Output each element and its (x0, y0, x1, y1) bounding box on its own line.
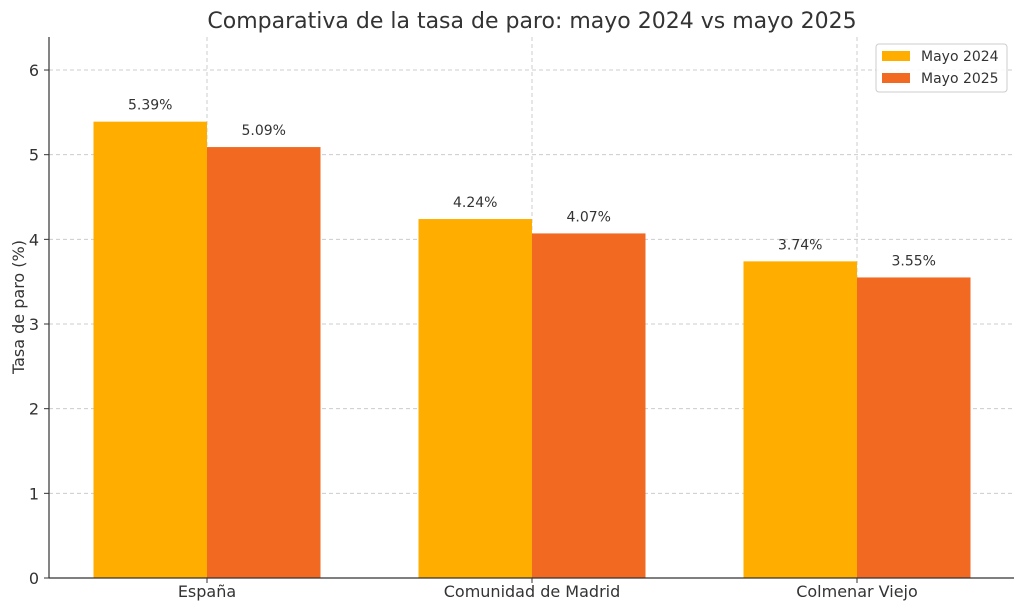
bars: 5.39% 5.09% 4.24% 4.07% 3.74% 3.55% (93, 98, 971, 578)
y-tick-label: 5 (29, 146, 39, 165)
legend-label-2024: Mayo 2024 (921, 49, 999, 65)
legend-swatch-2024 (882, 51, 910, 61)
x-tick-label: Colmenar Viejo (796, 582, 918, 601)
y-tick-label: 3 (29, 315, 39, 334)
y-tick-label: 1 (29, 484, 39, 503)
x-tick-label: España (178, 582, 236, 601)
chart-title: Comparativa de la tasa de paro: mayo 202… (207, 9, 856, 34)
data-label: 4.07% (567, 209, 611, 225)
bar-2024 (93, 121, 207, 578)
data-label: 5.09% (242, 123, 286, 139)
legend: Mayo 2024 Mayo 2025 (875, 43, 1008, 93)
y-tick-label: 0 (29, 569, 39, 588)
y-axis-label: Tasa de paro (%) (9, 240, 28, 375)
bar-2025 (532, 233, 646, 578)
data-label: 3.55% (892, 253, 936, 269)
legend-label-2025: Mayo 2025 (921, 71, 999, 87)
bar-2024 (418, 219, 532, 578)
legend-swatch-2025 (882, 73, 910, 83)
data-label: 3.74% (778, 237, 822, 253)
bar-2025 (857, 277, 971, 578)
bar-2025 (207, 147, 321, 578)
bar-2024 (743, 261, 857, 578)
y-tick-label: 6 (29, 61, 39, 80)
x-tick-label: Comunidad de Madrid (444, 582, 621, 601)
data-label: 5.39% (128, 98, 172, 114)
y-tick-label: 2 (29, 400, 39, 419)
y-tick-label: 4 (29, 230, 39, 249)
data-label: 4.24% (453, 195, 497, 211)
